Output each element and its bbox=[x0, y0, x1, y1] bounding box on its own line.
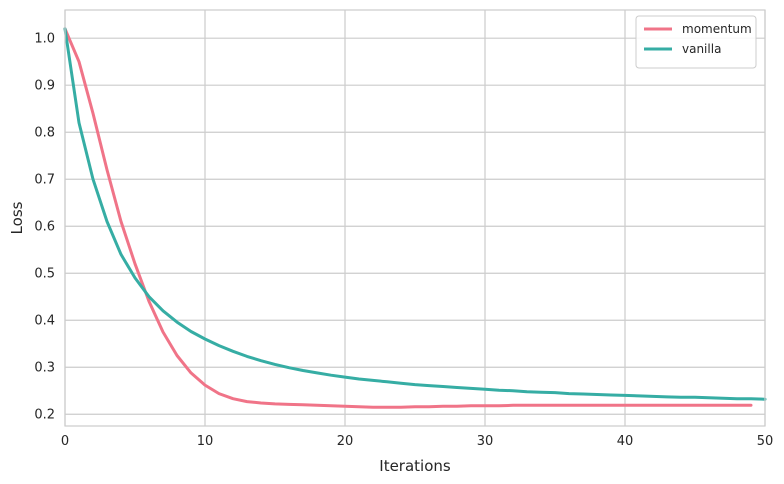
series-line-momentum bbox=[63, 27, 753, 409]
y-tick-label: 0.8 bbox=[34, 126, 55, 141]
y-tick-label: 0.4 bbox=[34, 314, 55, 329]
series-line-vanilla bbox=[63, 27, 767, 401]
y-tick-label: 0.7 bbox=[34, 173, 55, 188]
y-tick-label: 0.5 bbox=[34, 267, 55, 282]
x-tick-label: 20 bbox=[337, 434, 354, 449]
x-tick-label: 10 bbox=[197, 434, 214, 449]
x-tick-labels: 0 10 20 30 40 50 bbox=[61, 434, 773, 449]
series-lines bbox=[63, 27, 767, 409]
y-tick-labels: 0.2 0.3 0.4 0.5 0.6 0.7 0.8 0.9 1.0 bbox=[34, 32, 55, 423]
x-tick-label: 0 bbox=[61, 434, 69, 449]
y-tick-label: 0.9 bbox=[34, 79, 55, 94]
y-axis-label: Loss bbox=[8, 201, 26, 234]
x-tick-label: 30 bbox=[477, 434, 494, 449]
plot-background bbox=[65, 10, 765, 426]
y-tick-label: 0.2 bbox=[34, 408, 55, 423]
legend-label-vanilla: vanilla bbox=[682, 42, 721, 56]
y-tick-label: 1.0 bbox=[34, 32, 55, 47]
y-tick-label: 0.6 bbox=[34, 220, 55, 235]
x-tick-label: 40 bbox=[617, 434, 634, 449]
x-axis-label: Iterations bbox=[379, 457, 451, 475]
legend: momentum vanilla bbox=[635, 15, 757, 69]
legend-label-momentum: momentum bbox=[682, 22, 752, 36]
plot-frame bbox=[64, 9, 766, 427]
y-tick-label: 0.3 bbox=[34, 361, 55, 376]
x-tick-label: 50 bbox=[757, 434, 774, 449]
